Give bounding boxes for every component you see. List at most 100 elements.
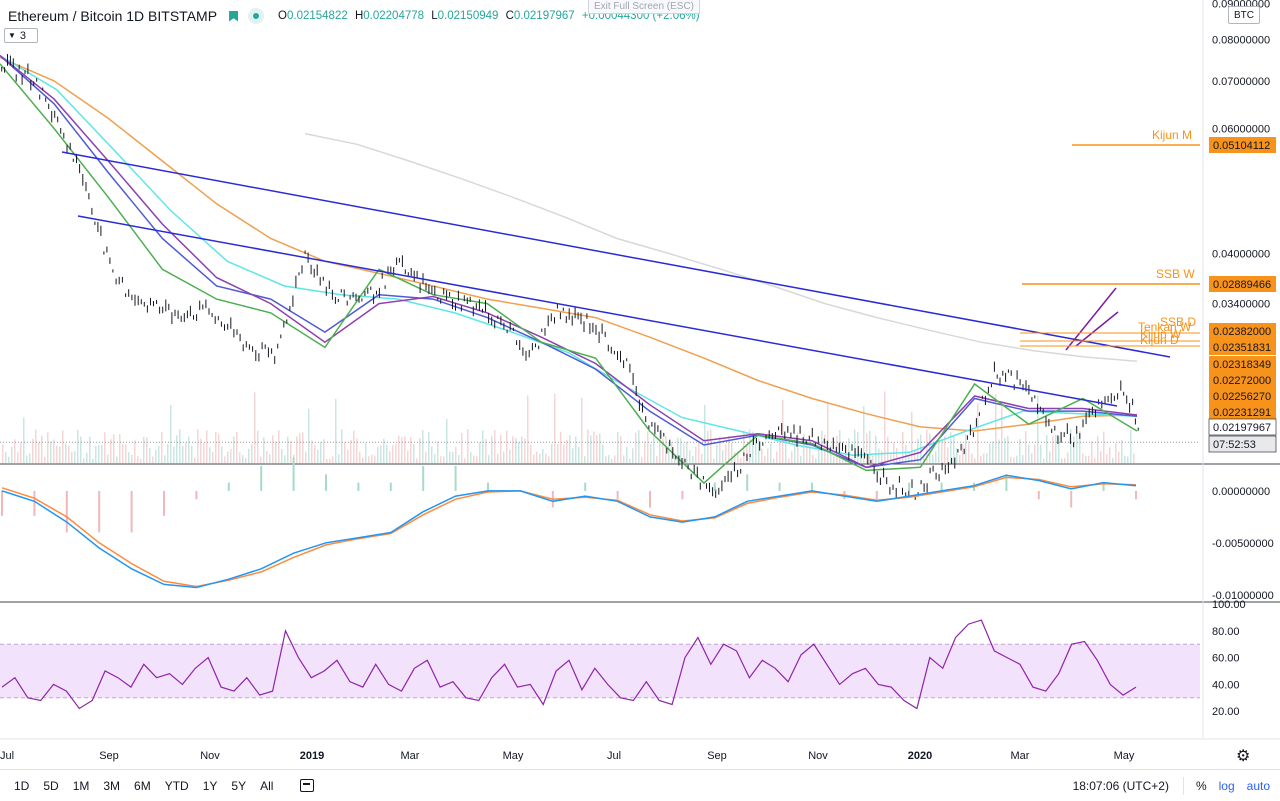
volume-bar [812,454,814,463]
volume-bar [866,433,868,463]
percent-toggle[interactable]: % [1195,778,1207,793]
gear-icon[interactable]: ⚙ [1236,748,1251,765]
volume-bar [1115,443,1117,463]
timeframe-all[interactable]: All [260,778,274,793]
volume-bar [104,432,106,463]
volume-bar [146,437,148,463]
volume-bar [1013,457,1015,463]
volume-bar [1043,458,1045,463]
volume-bar [1007,436,1009,463]
volume-bar [647,431,649,463]
volume-bar [1127,456,1129,463]
timeframe-1m[interactable]: 1M [72,778,90,793]
volume-bar [458,454,460,463]
volume-bar [17,451,19,463]
volume-bar [1133,453,1135,463]
rsi-tick-label: 60.00 [1212,653,1240,665]
volume-bar [221,446,223,463]
volume-bar [377,446,379,463]
symbol-title[interactable]: Ethereum / Bitcoin 1D BITSTAMP [8,8,218,24]
macd-histogram-bar [65,490,68,533]
volume-bar [1052,435,1054,463]
volume-bar [242,455,244,463]
timeframe-1d[interactable]: 1D [14,778,30,793]
volume-bar [362,457,364,463]
price-label-box [1209,388,1276,404]
volume-bar [143,436,145,463]
volume-bar [509,449,511,463]
volume-bar [1097,435,1099,463]
volume-bar [359,451,361,463]
indicators-count: 3 [19,29,27,42]
price-tick-label: 0.04000000 [1212,249,1270,261]
volume-bar [404,436,406,463]
volume-bar [149,448,151,463]
volume-bar [524,438,526,463]
volume-bar [1073,436,1075,463]
timeframe-6m[interactable]: 6M [134,778,151,793]
volume-bar [41,435,43,463]
macd-histogram-bar [357,482,360,491]
indicators-toggle[interactable]: ▼ 3 [4,28,38,43]
volume-bar [317,449,319,463]
volume-bar [689,450,691,463]
price-label-text: 0.02272000 [1213,375,1271,387]
volume-bar [218,434,220,463]
level-name-label: SSB D [1160,315,1196,329]
volume-bar [1049,451,1051,463]
volume-bar [1103,431,1105,463]
volume-bar [155,449,157,463]
timeframe-ytd[interactable]: YTD [164,778,189,793]
volume-bar [338,453,340,463]
trendline-upper [61,151,1171,358]
clock-display[interactable]: 18:07:06 (UTC+2) [1072,778,1169,793]
volume-bar [872,455,874,463]
volume-bar [320,441,322,463]
volume-bar [770,443,772,463]
calendar-icon[interactable] [300,779,315,792]
timeframe-3m[interactable]: 3M [103,778,121,793]
volume-bar [545,453,547,463]
volume-bar [356,438,358,463]
volume-bar [386,445,388,463]
eye-icon[interactable] [248,8,265,24]
volume-bar [575,436,577,463]
volume-bar [134,440,136,463]
volume-bar [782,399,784,463]
timeframe-5y[interactable]: 5Y [231,778,247,793]
volume-bar [161,431,163,463]
exit-fullscreen-button[interactable]: Exit Full Screen (ESC) [588,0,700,14]
volume-bar [914,450,916,463]
volume-bar [698,440,700,463]
volume-bar [959,454,961,463]
open-key: O [278,10,287,22]
currency-badge[interactable]: BTC [1228,6,1260,24]
volume-bar [503,451,505,463]
log-toggle[interactable]: log [1218,778,1235,793]
volume-bar [494,429,496,463]
volume-bar [650,443,652,463]
volume-bar [692,456,694,463]
volume-bar [1100,451,1102,463]
volume-bar [224,456,226,463]
timeframe-5d[interactable]: 5D [43,778,59,793]
volume-bar [374,455,376,463]
auto-toggle[interactable]: auto [1246,778,1270,793]
volume-bar [878,448,880,463]
volume-bar [185,442,187,463]
chart-canvas[interactable]: 0.09000000 0.08000000 0.07000000 0.06000000… [0,0,1280,769]
volume-bar [956,448,958,463]
volume-bar [731,442,733,463]
close-value: 0.02197967 [513,10,575,22]
volume-bar [263,437,265,463]
price-label-box [1208,435,1277,453]
volume-bar [86,452,88,463]
volume-bar [887,436,889,463]
macd-histogram-bar [649,490,651,508]
timeframe-1y[interactable]: 1Y [202,778,218,793]
flag-icon[interactable] [229,10,239,22]
volume-bar [791,451,793,463]
volume-bar [194,457,196,463]
volume-bar [974,458,976,463]
volume-bar [344,441,346,463]
